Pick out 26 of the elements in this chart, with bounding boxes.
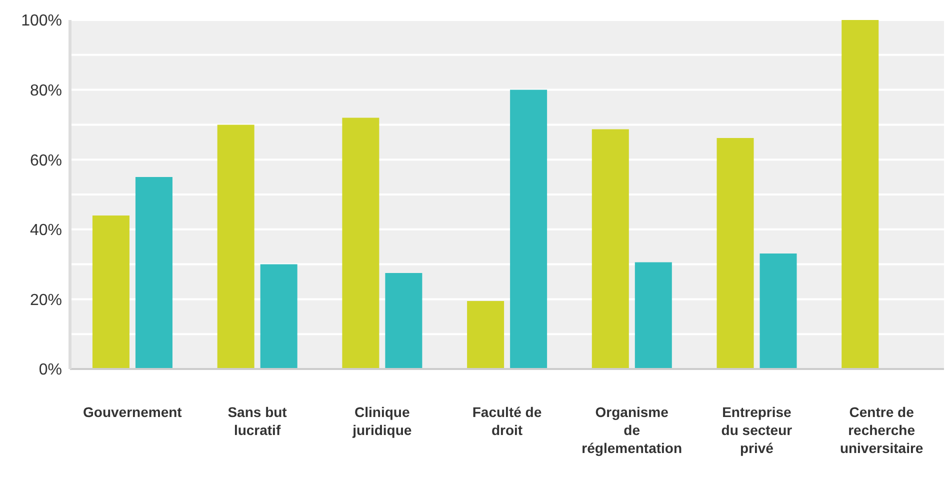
y-tick-label: 60% bbox=[30, 152, 62, 170]
bar bbox=[760, 253, 797, 369]
x-tick-label: Clinique juridique bbox=[352, 404, 412, 438]
bar bbox=[217, 124, 254, 369]
bar bbox=[842, 20, 879, 369]
bar bbox=[634, 262, 672, 369]
bar bbox=[260, 264, 298, 369]
bar bbox=[385, 273, 422, 369]
bar bbox=[592, 129, 629, 369]
bar bbox=[342, 118, 380, 369]
bar bbox=[716, 138, 754, 369]
y-tick-label: 100% bbox=[21, 12, 62, 30]
bar bbox=[467, 300, 504, 369]
bar bbox=[135, 177, 172, 369]
bar bbox=[510, 90, 548, 369]
x-tick-label: Entreprise du secteur privé bbox=[721, 404, 793, 456]
x-tick-label: Gouvernement bbox=[83, 404, 182, 420]
x-tick-label: Faculté de droit bbox=[472, 404, 542, 438]
y-tick-label: 40% bbox=[30, 222, 62, 240]
x-tick-label: Sans but lucratif bbox=[228, 404, 288, 438]
y-tick-label: 80% bbox=[30, 82, 62, 100]
x-tick-label: Organisme de réglementation bbox=[582, 404, 682, 456]
y-tick-label: 20% bbox=[30, 292, 62, 309]
bar bbox=[92, 215, 130, 369]
y-tick-label: 0% bbox=[38, 362, 62, 379]
x-tick-label: Centre de recherche universitaire bbox=[840, 404, 924, 456]
